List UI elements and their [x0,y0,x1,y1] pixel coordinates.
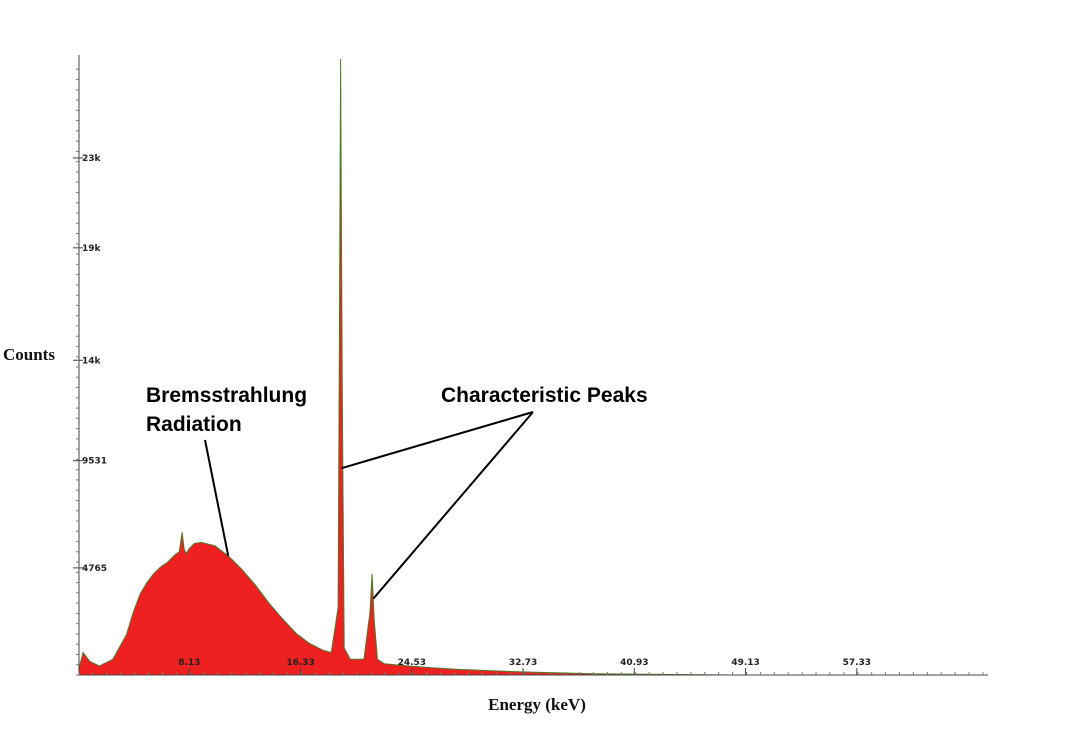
annotation-pointer-line [372,411,534,600]
annotation-characteristic-peaks: Characteristic Peaks [441,384,648,407]
annotations: Bremsstrahlung Radiation Characteristic … [146,384,648,600]
annotation-pointer-line [341,411,534,470]
y-tick-label: 4765 [82,564,107,574]
plot-area [78,58,731,676]
x-tick-label: 8.13 [178,658,200,668]
y-axis-title: Counts [3,345,55,364]
annotation-pointer-line [204,439,230,557]
x-tick-label: 49.13 [731,658,759,668]
annotation-bremsstrahlung-line2: Radiation [146,413,242,436]
tick-labels: 4765 9531 14k 19k 23k 8.13 16.33 24.53 32.73 40.9… [82,154,871,668]
x-tick-label: 57.33 [843,658,871,668]
y-tick-label: 14k [82,356,102,366]
spectrum-area-0 [79,59,731,675]
annotation-bremsstrahlung-line1: Bremsstrahlung [146,384,307,407]
x-tick-label: 32.73 [509,658,537,668]
x-tick-label: 16.33 [286,658,314,668]
y-tick-label: 9531 [82,457,107,467]
x-tick-label: 24.53 [398,658,426,668]
y-tick-label: 19k [82,244,102,254]
spectrum-edge-0 [78,58,731,676]
ticks [73,68,984,676]
x-axis-title: Energy (keV) [488,695,586,714]
y-tick-label: 23k [82,154,102,164]
x-tick-label: 40.93 [620,658,648,668]
